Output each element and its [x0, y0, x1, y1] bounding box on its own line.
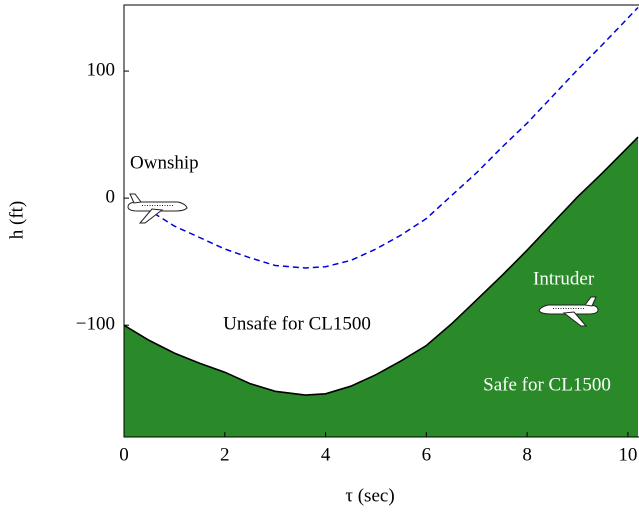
wing — [138, 208, 164, 224]
airplane-icon — [538, 296, 599, 327]
plot-frame — [123, 4, 639, 438]
y-tick-label: 100 — [87, 59, 116, 80]
y-tick-label: −100 — [76, 314, 115, 335]
x-axis-label: τ (sec) — [345, 485, 394, 506]
safe-region — [124, 137, 638, 437]
y-tick-label: 0 — [106, 186, 116, 207]
annotation: Ownship — [130, 152, 199, 173]
line — [123, 136, 639, 396]
wing — [562, 311, 588, 327]
x-tick-label: 6 — [422, 444, 432, 465]
x-tick-label: 0 — [119, 444, 129, 465]
x-tick-label: 8 — [522, 444, 532, 465]
tail — [584, 296, 597, 307]
x-tick-label: 2 — [220, 444, 230, 465]
plot-area — [123, 6, 639, 437]
annotation: Intruder — [533, 268, 595, 289]
y-axis-label: h (ft) — [6, 201, 27, 240]
annotation: Unsafe for CL1500 — [223, 313, 371, 334]
x-tick-label: 10 — [618, 444, 637, 465]
tail — [129, 193, 142, 204]
annotation: Safe for CL1500 — [483, 374, 611, 395]
airplane-icon — [127, 193, 188, 224]
line — [153, 6, 639, 269]
x-tick-label: 4 — [321, 444, 331, 465]
